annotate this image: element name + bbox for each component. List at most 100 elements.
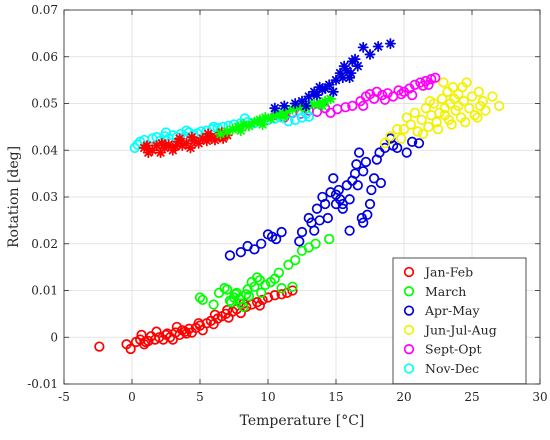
circle-point [256, 287, 267, 298]
circle-point [208, 299, 219, 310]
circle-point [243, 290, 255, 302]
y-tick-label: 0.06 [31, 50, 58, 64]
circle-point [262, 292, 274, 303]
circle-point [351, 159, 362, 170]
circle-point [179, 326, 191, 337]
asterisk-point [316, 83, 328, 95]
circle-point [222, 304, 233, 316]
circle-point [432, 124, 444, 135]
series-group [224, 133, 425, 261]
circle-point [224, 295, 236, 306]
circle-point [314, 215, 325, 226]
circle-point [197, 294, 208, 306]
asterisk-point [316, 100, 328, 112]
circle-point [347, 100, 358, 111]
series-group [379, 77, 505, 149]
circle-point [181, 125, 192, 136]
circle-point [287, 281, 298, 292]
series-group [269, 38, 396, 114]
circle-point [333, 184, 344, 196]
legend-marker [403, 266, 415, 278]
circle-point [423, 121, 434, 133]
circle-point [379, 138, 391, 149]
asterisk-point [278, 111, 290, 123]
x-tick-label: 20 [396, 390, 411, 404]
circle-point [392, 124, 403, 135]
circle-point [423, 79, 434, 90]
circle-point [375, 177, 387, 189]
circle-point [475, 100, 486, 111]
circle-point [194, 292, 206, 303]
asterisk-point [352, 60, 364, 72]
asterisk-point [184, 142, 196, 154]
circle-point [436, 93, 448, 104]
asterisk-point [337, 72, 349, 84]
circle-point [151, 326, 162, 337]
y-tick-label: 0.01 [31, 284, 58, 298]
circle-point [294, 236, 305, 247]
y-tick-label: 0.07 [31, 3, 58, 17]
legend-marker [403, 286, 415, 297]
circle-point [330, 198, 342, 210]
circle-point [337, 198, 348, 210]
circle-point [469, 110, 480, 121]
circle-point [125, 343, 136, 355]
legend-label: Jan-Feb [423, 265, 473, 280]
circle-point [473, 86, 484, 97]
circle-point [494, 100, 505, 111]
circle-point [193, 318, 204, 329]
y-tick-label: 0.04 [31, 143, 58, 157]
circle-point [290, 114, 301, 126]
circle-point [409, 107, 421, 118]
circle-point [209, 309, 221, 320]
circle-point [417, 128, 429, 140]
circle-point [364, 198, 376, 210]
circle-point [276, 283, 287, 294]
x-tick-label: 25 [464, 390, 479, 404]
circle-point [254, 300, 265, 311]
y-tick-label: 0.05 [31, 97, 58, 111]
circle-point [260, 279, 271, 291]
legend-box [392, 257, 527, 385]
series-group [94, 285, 298, 355]
circle-point [309, 225, 320, 236]
legend-label: Sept-Opt [425, 342, 481, 357]
x-tick-label: -5 [58, 390, 70, 404]
circle-point [283, 259, 294, 270]
asterisk-point [300, 100, 312, 112]
circle-point [230, 289, 241, 300]
asterisk-point [357, 41, 369, 53]
circle-point [256, 238, 267, 249]
circle-point [276, 289, 287, 300]
legend-label: March [425, 284, 466, 299]
circle-point [407, 136, 418, 147]
circle-point [287, 285, 298, 296]
legend-label: Apr-May [424, 303, 480, 318]
circle-point [94, 341, 105, 352]
asterisk-point [323, 79, 335, 91]
circle-point [273, 267, 285, 278]
circle-point [358, 166, 369, 177]
y-tick-label: 0.03 [31, 190, 58, 204]
asterisk-point [243, 120, 255, 132]
circle-point [424, 96, 435, 107]
circle-point [296, 226, 308, 238]
legend-label: Jun-Jul-Aug [423, 322, 497, 337]
asterisk-point [141, 140, 153, 152]
circle-point [396, 88, 407, 100]
asterisk-point [372, 40, 384, 52]
asterisk-point [257, 119, 269, 131]
asterisk-point [180, 137, 192, 149]
circle-point [319, 198, 331, 210]
circle-point [417, 80, 429, 91]
circle-point [385, 131, 396, 142]
circle-point [344, 225, 355, 236]
x-axis-label: Temperature [°C] [240, 413, 365, 429]
circle-point [487, 91, 498, 102]
circle-point [356, 212, 367, 224]
circle-point [447, 81, 459, 93]
circle-point [366, 184, 377, 196]
asterisk-point [364, 48, 376, 60]
asterisk-point [214, 128, 226, 140]
